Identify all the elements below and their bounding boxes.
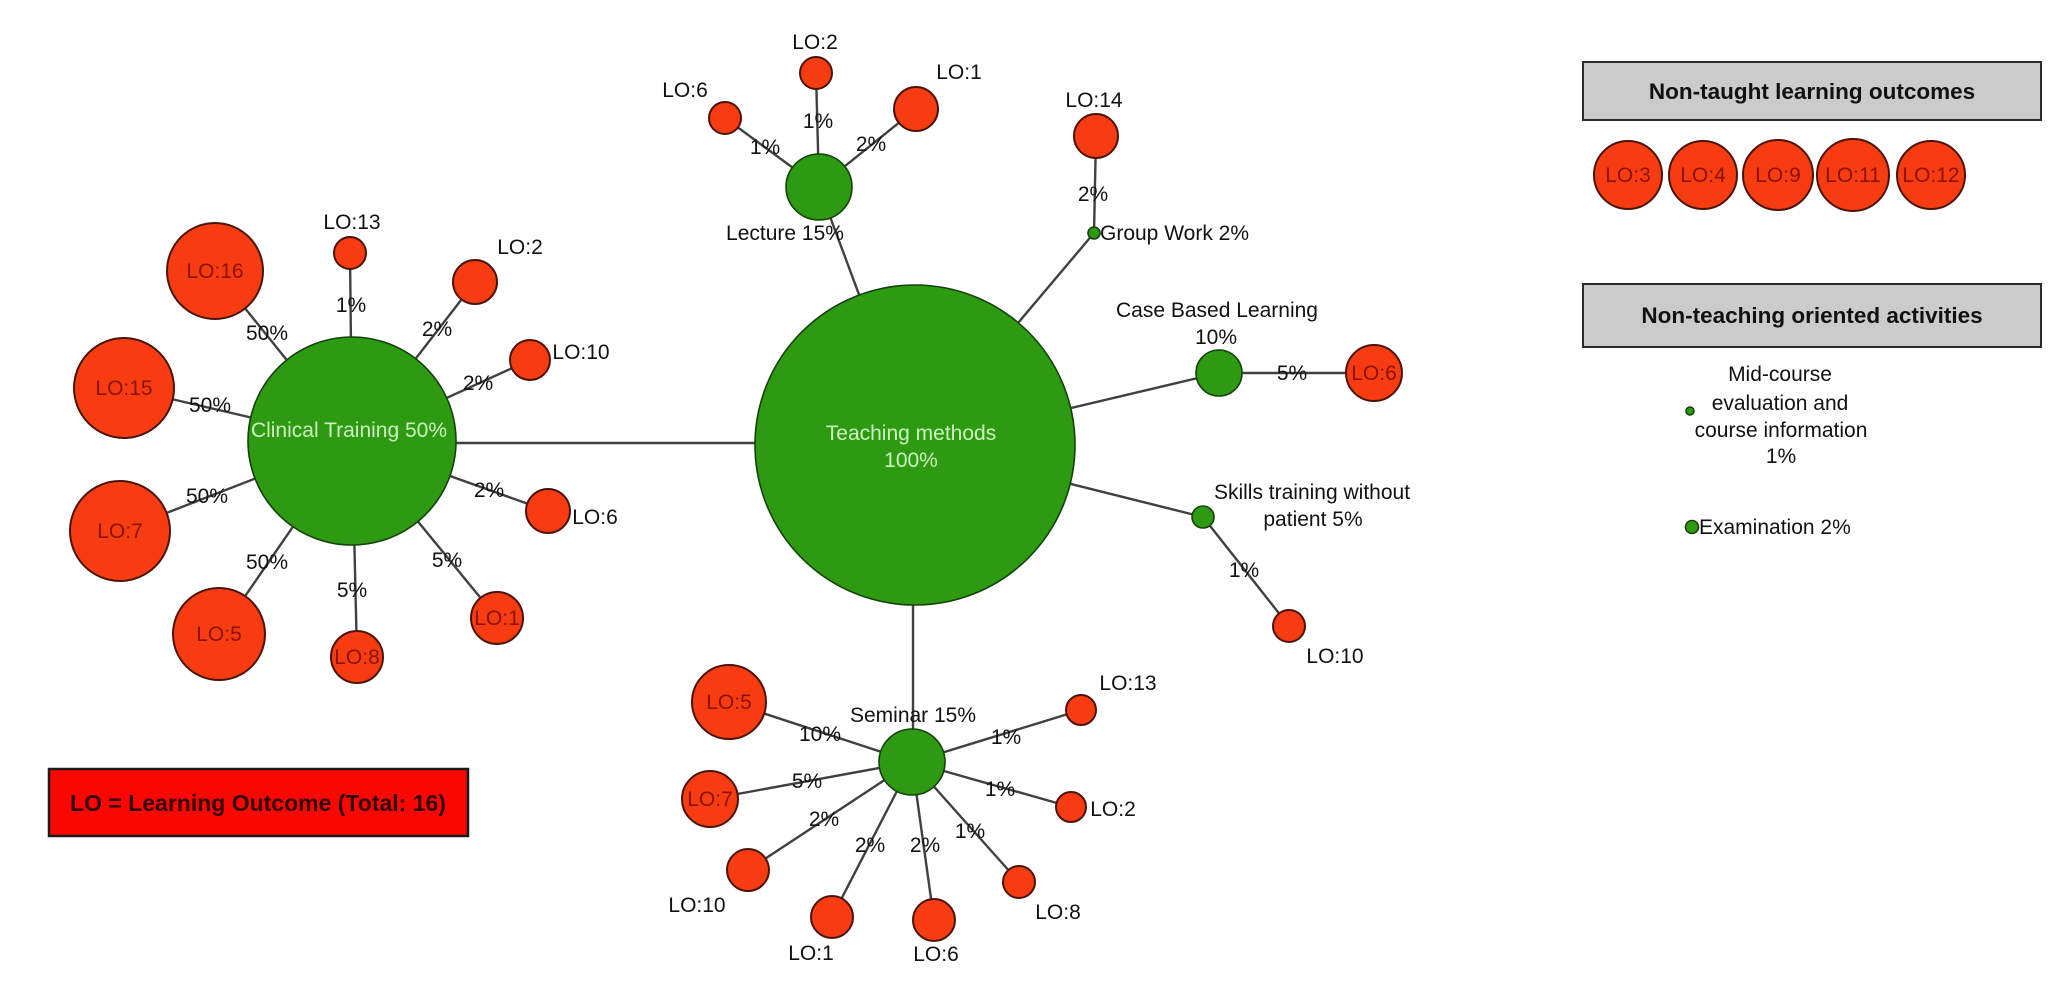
- svg-text:Seminar 15%: Seminar 15%: [850, 704, 976, 727]
- svg-text:LO:15: LO:15: [95, 377, 152, 400]
- svg-text:Teaching methods: Teaching methods: [826, 422, 996, 445]
- svg-text:LO:13: LO:13: [1099, 672, 1156, 695]
- svg-text:Case Based Learning: Case Based Learning: [1116, 299, 1318, 322]
- svg-text:1%: 1%: [1766, 445, 1796, 468]
- svg-text:evaluation and: evaluation and: [1712, 392, 1849, 415]
- svg-text:5%: 5%: [432, 549, 462, 572]
- svg-text:Lecture 15%: Lecture 15%: [726, 222, 844, 245]
- svg-text:5%: 5%: [1277, 362, 1307, 385]
- svg-text:10%: 10%: [799, 723, 841, 746]
- svg-text:Clinical Training 50%: Clinical Training 50%: [251, 419, 447, 442]
- svg-text:2%: 2%: [809, 808, 839, 831]
- svg-text:5%: 5%: [792, 770, 822, 793]
- svg-text:LO:16: LO:16: [186, 260, 243, 283]
- svg-text:1%: 1%: [1229, 559, 1259, 582]
- svg-text:patient 5%: patient 5%: [1263, 508, 1362, 531]
- svg-text:LO:12: LO:12: [1902, 164, 1959, 187]
- svg-text:LO:6: LO:6: [913, 943, 959, 966]
- svg-text:1%: 1%: [750, 136, 780, 159]
- svg-text:Non-taught learning outcomes: Non-taught learning outcomes: [1649, 79, 1975, 104]
- svg-text:1%: 1%: [336, 294, 366, 317]
- svg-text:LO:2: LO:2: [792, 31, 838, 54]
- svg-text:50%: 50%: [186, 485, 228, 508]
- svg-text:LO:9: LO:9: [1755, 164, 1801, 187]
- svg-text:LO:1: LO:1: [936, 61, 982, 84]
- svg-text:LO:10: LO:10: [1306, 645, 1363, 668]
- svg-text:2%: 2%: [856, 133, 886, 156]
- svg-text:LO:6: LO:6: [662, 79, 708, 102]
- svg-text:LO:2: LO:2: [497, 236, 543, 259]
- svg-text:LO:13: LO:13: [323, 211, 380, 234]
- svg-text:2%: 2%: [910, 834, 940, 857]
- svg-text:2%: 2%: [422, 318, 452, 341]
- svg-text:1%: 1%: [991, 726, 1021, 749]
- svg-text:LO:5: LO:5: [196, 623, 242, 646]
- svg-text:1%: 1%: [803, 110, 833, 133]
- svg-text:LO:7: LO:7: [97, 520, 143, 543]
- svg-text:LO:8: LO:8: [1035, 901, 1081, 924]
- svg-text:LO:11: LO:11: [1825, 164, 1881, 187]
- svg-text:1%: 1%: [985, 778, 1015, 801]
- svg-text:2%: 2%: [474, 479, 504, 502]
- svg-text:LO:10: LO:10: [668, 894, 725, 917]
- svg-text:50%: 50%: [246, 322, 288, 345]
- svg-text:LO:3: LO:3: [1605, 164, 1651, 187]
- svg-text:LO:4: LO:4: [1680, 164, 1726, 187]
- svg-text:LO:2: LO:2: [1090, 798, 1136, 821]
- svg-text:100%: 100%: [884, 449, 938, 472]
- svg-text:LO:10: LO:10: [552, 341, 609, 364]
- svg-text:2%: 2%: [855, 834, 885, 857]
- svg-text:LO:1: LO:1: [474, 607, 520, 630]
- svg-text:LO:7: LO:7: [687, 788, 733, 811]
- svg-text:Group Work 2%: Group Work 2%: [1100, 222, 1249, 245]
- svg-text:10%: 10%: [1195, 326, 1237, 349]
- svg-text:LO:14: LO:14: [1065, 89, 1123, 112]
- svg-text:2%: 2%: [1078, 183, 1108, 206]
- svg-text:Non-teaching oriented activiti: Non-teaching oriented activities: [1641, 303, 1982, 328]
- svg-text:course information: course information: [1695, 419, 1868, 442]
- svg-text:2%: 2%: [463, 372, 493, 395]
- svg-text:LO:1: LO:1: [788, 942, 834, 965]
- svg-text:50%: 50%: [246, 551, 288, 574]
- svg-text:LO:6: LO:6: [572, 506, 618, 529]
- svg-text:5%: 5%: [337, 579, 367, 602]
- svg-text:Skills training without: Skills training without: [1214, 481, 1410, 504]
- svg-text:1%: 1%: [955, 820, 985, 843]
- svg-text:LO = Learning Outcome (Total:: LO = Learning Outcome (Total: 16): [70, 790, 446, 816]
- svg-text:Examination 2%: Examination 2%: [1699, 516, 1851, 539]
- svg-text:LO:8: LO:8: [334, 646, 380, 669]
- svg-text:Mid-course: Mid-course: [1728, 363, 1832, 386]
- svg-text:LO:5: LO:5: [706, 691, 752, 714]
- svg-text:LO:6: LO:6: [1351, 362, 1397, 385]
- svg-text:50%: 50%: [189, 394, 231, 417]
